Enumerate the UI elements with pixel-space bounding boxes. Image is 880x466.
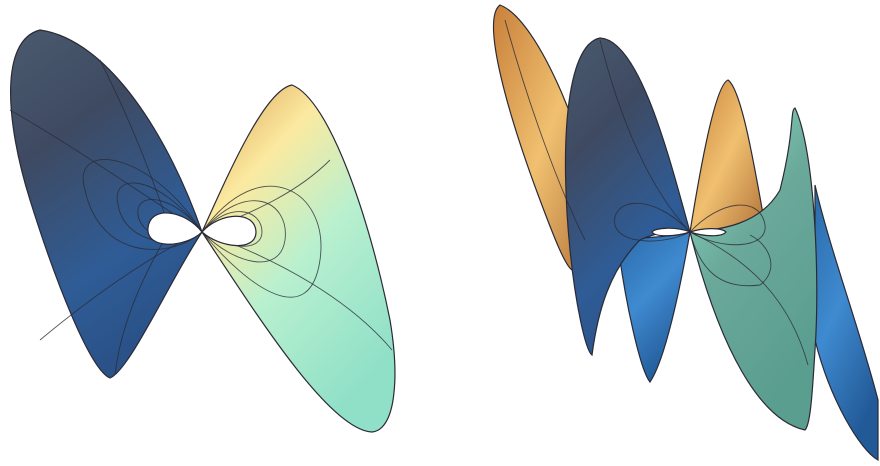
petal <box>617 231 691 383</box>
contour <box>614 202 691 242</box>
hole <box>201 215 257 247</box>
right-surface <box>493 4 879 462</box>
petal <box>689 107 818 431</box>
left-lobe <box>10 29 203 379</box>
mesh-line <box>504 19 586 241</box>
petal <box>689 79 766 235</box>
contour <box>201 185 322 298</box>
hole <box>651 227 692 237</box>
contour <box>82 159 203 250</box>
right-lobe <box>201 84 396 433</box>
contour <box>689 204 766 246</box>
hole <box>688 228 727 237</box>
contour <box>689 231 772 287</box>
petal <box>564 37 691 357</box>
mesh-line <box>689 231 809 366</box>
hole <box>147 212 203 245</box>
mesh-line <box>599 39 691 233</box>
left-surface <box>9 29 396 433</box>
contour <box>201 200 286 263</box>
petal <box>814 184 879 462</box>
